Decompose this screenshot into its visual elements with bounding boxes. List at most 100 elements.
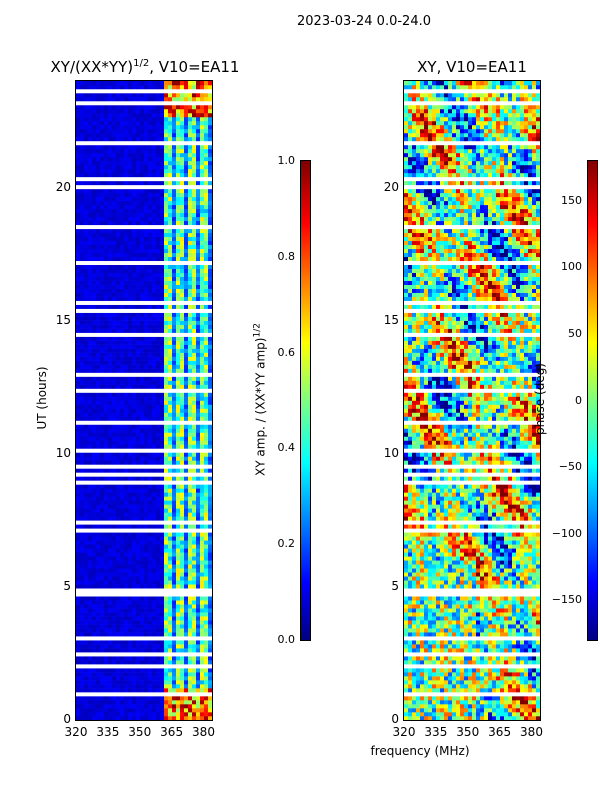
heatmap-cell bbox=[136, 344, 141, 349]
heatmap-cell bbox=[448, 688, 453, 693]
heatmap-cell bbox=[96, 576, 101, 581]
heatmap-cell bbox=[200, 124, 205, 130]
heatmap-cell bbox=[208, 304, 212, 309]
heatmap-cell bbox=[504, 688, 509, 693]
heatmap-cell bbox=[124, 488, 129, 493]
heatmap-cell bbox=[172, 564, 177, 569]
heatmap-cell bbox=[152, 616, 157, 621]
heatmap-cell bbox=[124, 512, 129, 517]
heatmap-cell bbox=[88, 208, 93, 214]
heatmap-cell bbox=[132, 688, 137, 693]
heatmap-cell bbox=[128, 228, 133, 234]
heatmap-cell bbox=[128, 680, 133, 685]
heatmap-cell bbox=[156, 204, 161, 210]
heatmap-cell bbox=[168, 656, 173, 661]
heatmap-cell bbox=[192, 364, 197, 369]
heatmap-cell bbox=[148, 688, 153, 693]
heatmap-cell bbox=[196, 632, 201, 637]
heatmap-cell bbox=[116, 392, 121, 397]
heatmap-cell bbox=[148, 348, 153, 353]
heatmap-cell bbox=[112, 468, 117, 473]
heatmap-cell bbox=[148, 232, 153, 238]
heatmap-cell bbox=[156, 180, 161, 186]
heatmap-cell bbox=[516, 716, 521, 720]
heatmap-cell bbox=[128, 608, 133, 613]
heatmap-cell bbox=[208, 136, 212, 142]
flagged-row bbox=[76, 420, 212, 425]
heatmap-cell bbox=[156, 656, 161, 661]
heatmap-cell bbox=[152, 512, 157, 517]
heatmap-cell bbox=[132, 628, 137, 633]
heatmap-cell bbox=[164, 204, 169, 210]
heatmap-cell bbox=[152, 204, 157, 210]
heatmap-cell bbox=[420, 688, 425, 693]
heatmap-cell bbox=[116, 444, 121, 449]
heatmap-cell bbox=[144, 152, 149, 158]
heatmap-cell bbox=[148, 81, 153, 86]
heatmap-cell bbox=[112, 476, 117, 481]
heatmap-cell bbox=[76, 92, 81, 98]
heatmap-cell bbox=[172, 688, 177, 693]
heatmap-cell bbox=[112, 264, 117, 269]
heatmap-cell bbox=[104, 236, 109, 242]
heatmap-cell bbox=[136, 304, 141, 309]
heatmap-cell bbox=[140, 380, 145, 385]
heatmap-cell bbox=[192, 484, 197, 489]
heatmap-cell bbox=[100, 576, 105, 581]
heatmap-cell bbox=[128, 632, 133, 637]
heatmap-cell bbox=[204, 384, 209, 389]
heatmap-cell bbox=[120, 524, 125, 529]
heatmap-cell bbox=[140, 452, 145, 457]
heatmap-cell bbox=[112, 128, 117, 134]
heatmap-cell bbox=[168, 672, 173, 677]
heatmap-cell bbox=[76, 276, 81, 281]
heatmap-cell bbox=[176, 492, 181, 497]
heatmap-cell bbox=[76, 364, 81, 369]
heatmap-cell bbox=[120, 484, 125, 489]
heatmap-cell bbox=[132, 252, 137, 258]
heatmap-cell bbox=[180, 256, 185, 262]
heatmap-cell bbox=[204, 640, 209, 645]
heatmap-cell bbox=[168, 536, 173, 541]
heatmap-cell bbox=[132, 240, 137, 246]
heatmap-cell bbox=[180, 276, 185, 281]
heatmap-cell bbox=[192, 496, 197, 501]
heatmap-cell bbox=[136, 252, 141, 258]
heatmap-cell bbox=[480, 716, 485, 720]
heatmap-cell bbox=[204, 596, 209, 601]
heatmap-cell bbox=[200, 81, 205, 86]
heatmap-cell bbox=[80, 104, 85, 110]
heatmap-cell bbox=[104, 552, 109, 557]
heatmap-cell bbox=[196, 156, 201, 162]
heatmap-cell bbox=[92, 412, 97, 417]
heatmap-cell bbox=[136, 704, 141, 709]
heatmap-cell bbox=[168, 700, 173, 705]
heatmap-cell bbox=[176, 344, 181, 349]
heatmap-cell bbox=[444, 696, 449, 701]
heatmap-cell bbox=[96, 324, 101, 329]
flagged-row bbox=[76, 184, 212, 190]
heatmap-cell bbox=[156, 572, 161, 577]
heatmap-cell bbox=[120, 560, 125, 565]
heatmap-cell bbox=[184, 548, 189, 553]
heatmap-cell bbox=[96, 304, 101, 309]
heatmap-cell bbox=[136, 440, 141, 445]
heatmap-cell bbox=[108, 488, 113, 493]
heatmap-cell bbox=[532, 712, 537, 717]
heatmap-cell bbox=[180, 112, 185, 118]
heatmap-cell bbox=[88, 264, 93, 269]
heatmap-cell bbox=[112, 672, 117, 677]
heatmap-cell bbox=[144, 336, 149, 341]
heatmap-cell bbox=[144, 128, 149, 134]
heatmap-cell bbox=[108, 552, 113, 557]
heatmap-cell bbox=[112, 576, 117, 581]
heatmap-cell bbox=[168, 348, 173, 353]
heatmap-cell bbox=[176, 376, 181, 381]
heatmap-cell bbox=[204, 136, 209, 142]
heatmap-cell bbox=[124, 256, 129, 262]
heatmap-cell bbox=[148, 160, 153, 166]
heatmap-cell bbox=[140, 660, 145, 665]
heatmap-cell bbox=[196, 584, 201, 589]
heatmap-cell bbox=[188, 680, 193, 685]
heatmap-cell bbox=[104, 81, 109, 86]
